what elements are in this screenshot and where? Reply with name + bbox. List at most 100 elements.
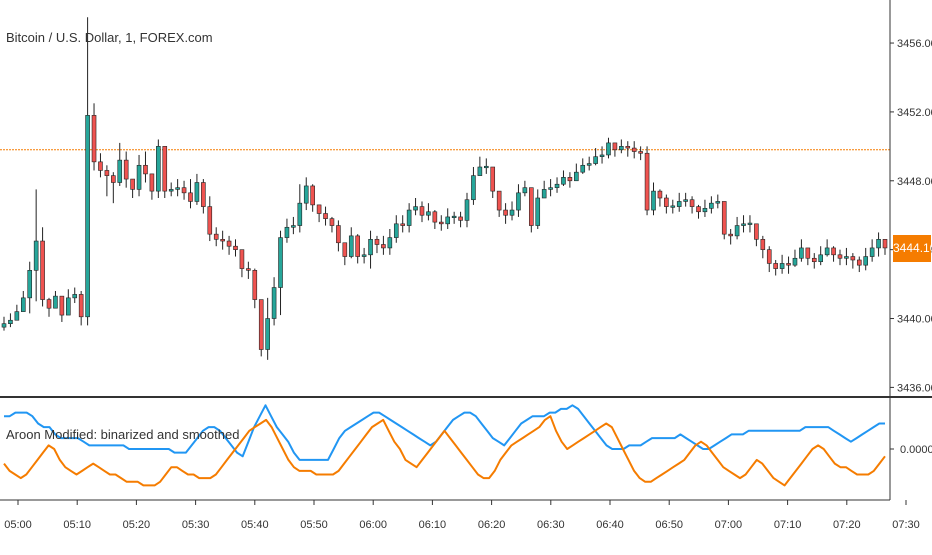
candle-body	[554, 183, 560, 188]
candle-body	[123, 159, 129, 180]
candle-body	[226, 240, 232, 247]
candle-body	[548, 187, 553, 190]
candle-body	[721, 201, 727, 235]
candle-body	[381, 244, 386, 249]
candle-body	[303, 185, 309, 204]
candle-body	[233, 245, 238, 250]
candle-body	[541, 189, 547, 199]
indicator-title: Aroon Modified: binarized and smoothed	[6, 427, 240, 442]
candle-body	[863, 256, 869, 266]
candle-body	[464, 199, 470, 221]
candle-body	[516, 192, 521, 211]
candle-body	[85, 115, 90, 318]
candle-body	[638, 151, 643, 154]
candle-body	[181, 187, 187, 194]
candle-body	[574, 171, 579, 182]
candle-body	[651, 190, 656, 211]
time-tick-label: 06:20	[478, 519, 506, 531]
candle-body	[625, 146, 631, 149]
candle-body	[869, 247, 875, 257]
osc-tick-label: 0.0000	[900, 444, 932, 456]
candle-body	[882, 239, 888, 249]
candle-body	[271, 287, 277, 319]
time-tick-label: 05:50	[300, 519, 328, 531]
time-tick-label: 05:10	[63, 519, 91, 531]
candle-body	[676, 201, 682, 207]
time-tick-label: 06:30	[537, 519, 565, 531]
candle-body	[471, 175, 476, 201]
candle-body	[792, 257, 798, 266]
candle-body	[149, 173, 155, 192]
candle-body	[78, 294, 84, 318]
candle-body	[567, 177, 573, 182]
candle-body	[702, 208, 708, 213]
time-tick-label: 05:40	[241, 519, 269, 531]
time-tick-label: 05:30	[182, 519, 210, 531]
candle-body	[117, 159, 123, 183]
candle-body	[856, 259, 862, 266]
candle-body	[438, 221, 444, 225]
time-tick-label: 06:00	[359, 519, 387, 531]
candle-body	[484, 165, 489, 169]
candle-body	[561, 177, 566, 185]
candle-body	[297, 202, 303, 226]
candle-body	[33, 240, 39, 271]
candle-body	[644, 152, 650, 211]
candle-body	[348, 235, 354, 257]
candle-body	[406, 209, 412, 226]
candle-body	[844, 256, 849, 259]
time-tick-label: 07:20	[833, 519, 861, 531]
candle-body	[786, 263, 791, 266]
candle-body	[805, 247, 811, 259]
candle-body	[72, 294, 78, 299]
candle-body	[657, 190, 663, 199]
price-tick-label: 3456.00	[897, 38, 932, 50]
price-tick-label: 3440.00	[897, 314, 932, 326]
candle-body	[799, 247, 804, 259]
candle-body	[284, 226, 290, 238]
candle-body	[98, 161, 103, 171]
candle-body	[342, 242, 348, 257]
candle-body	[316, 204, 322, 214]
candle-body	[426, 211, 431, 216]
candle-body	[432, 211, 438, 223]
candle-body	[760, 239, 766, 250]
candle-body	[876, 239, 881, 249]
candle-body	[368, 239, 373, 256]
candle-body	[741, 223, 746, 226]
candle-body	[811, 257, 817, 263]
candle-body	[683, 199, 688, 202]
candle-body	[14, 311, 20, 321]
candle-body	[278, 237, 283, 288]
time-tick-label: 06:50	[655, 519, 683, 531]
candle-body	[503, 209, 508, 216]
candle-body	[46, 299, 52, 309]
candle-body	[291, 225, 296, 228]
candle-body	[496, 190, 502, 211]
candle-body	[239, 249, 245, 269]
symbol-title: Bitcoin / U.S. Dollar, 1, FOREX.com	[6, 30, 213, 45]
candle-body	[91, 115, 97, 163]
candle-body	[265, 318, 270, 350]
last-price-tag: 3444.10	[893, 234, 932, 262]
candle-body	[728, 233, 733, 237]
time-tick-label: 07:30	[892, 519, 920, 531]
time-tick-label: 05:20	[123, 519, 151, 531]
time-tick-label: 07:10	[774, 519, 802, 531]
candle-body	[104, 170, 110, 176]
aroon-down-line	[3, 415, 886, 487]
candle-body	[631, 147, 637, 152]
candle-body	[509, 209, 515, 216]
time-tick-label: 07:00	[715, 519, 743, 531]
candle-body	[66, 297, 71, 316]
candle-body	[201, 182, 206, 207]
price-tick-label: 3436.00	[897, 382, 932, 394]
candle-body	[220, 239, 225, 242]
candle-body	[188, 192, 193, 202]
candle-body	[323, 213, 328, 219]
candle-body	[53, 295, 58, 309]
candle-body	[252, 270, 258, 300]
candle-body	[709, 202, 714, 209]
